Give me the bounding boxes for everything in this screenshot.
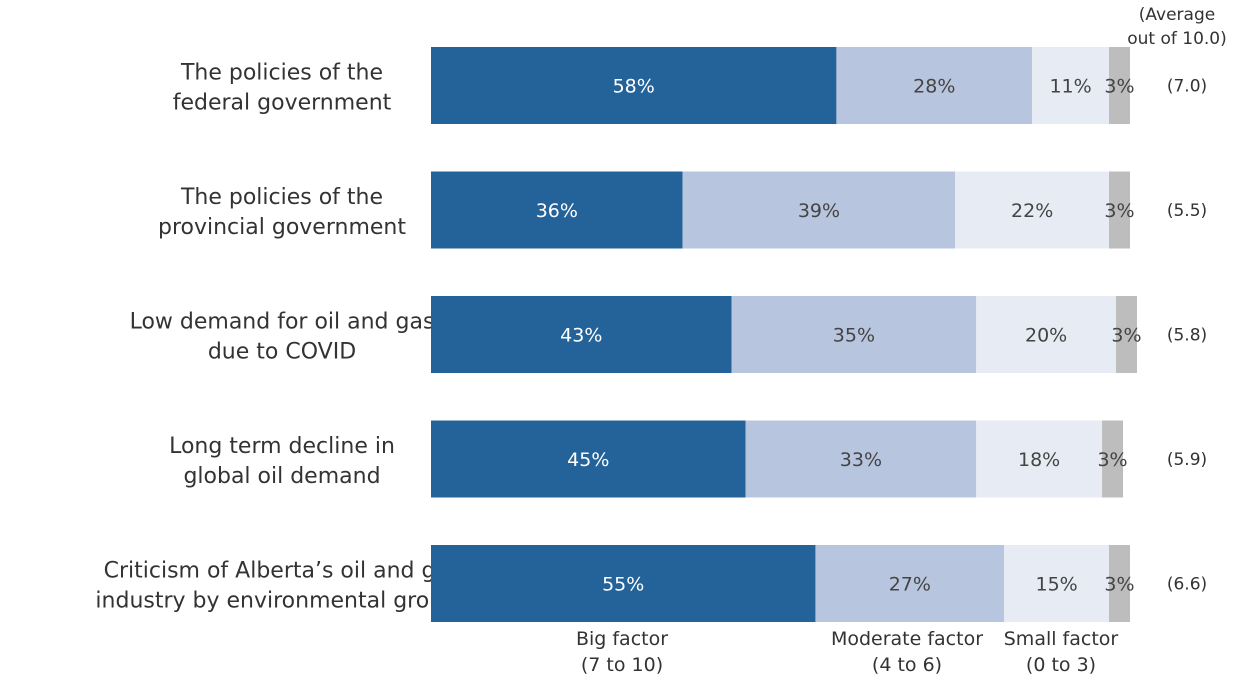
average-label: (7.0) [1167,77,1207,97]
bar-segment [976,420,1103,498]
bar-row: Long term decline in global oil demand 45%… [169,420,1207,498]
bar-segment [431,545,816,622]
legend-entry: Moderate factor (4 to 6) [831,628,983,676]
bar-row: Low demand for oil and gas due to COVID 43… [130,296,1207,373]
data-label: 39% [798,200,840,222]
average-label: (6.6) [1167,575,1207,595]
bar-segment [836,47,1033,124]
bar-segment [1109,545,1130,622]
category-label: Criticism of Alberta’s oil and gas indust… [95,559,468,614]
data-label: 3% [1104,200,1134,222]
average-header-line: (Average [1139,5,1215,25]
data-label: 36% [536,200,578,222]
data-label: 3% [1097,449,1127,471]
bar-segment [731,296,977,373]
legend-label-line: (4 to 6) [872,654,942,676]
bar-segment [1116,296,1137,373]
average-label: (5.8) [1167,326,1207,346]
category-label-line: global oil demand [183,464,380,489]
bar-segment [745,420,977,498]
category-label-line: federal government [173,91,392,116]
category-label: The policies of the federal government [173,61,392,116]
data-label: 33% [840,449,882,471]
bar-segment [1032,47,1110,124]
bar-segment [1109,171,1130,249]
data-label: 35% [833,325,875,347]
data-label: 55% [602,574,644,596]
category-label: Long term decline in global oil demand [169,434,395,489]
data-label: 22% [1011,200,1053,222]
data-label: 3% [1104,574,1134,596]
legend: Big factor (7 to 10) Moderate factor (4 to … [576,628,1118,676]
bar-row: The policies of the federal government 58%… [173,47,1207,124]
category-label-line: Low demand for oil and gas [130,310,435,335]
bar-segment [1109,47,1130,124]
legend-label-line: Small factor [1004,628,1119,650]
bar-segment [431,420,746,498]
bar-row: The policies of the provincial government… [158,171,1207,249]
data-label: 58% [613,76,655,98]
category-label-line: Criticism of Alberta’s oil and gas [104,559,461,584]
data-label: 27% [889,574,931,596]
data-label: 3% [1111,325,1141,347]
data-label: 43% [560,325,602,347]
bar-segment [1102,420,1124,498]
data-label: 45% [567,449,609,471]
average-label: (5.9) [1167,450,1207,470]
data-label: 28% [913,76,955,98]
data-label: 18% [1018,449,1060,471]
category-label-line: due to COVID [208,340,356,365]
bar-segment [955,171,1110,249]
data-label: 11% [1049,76,1091,98]
category-label-line: provincial government [158,215,406,240]
category-label-line: The policies of the [180,61,383,86]
data-label: 20% [1025,325,1067,347]
legend-label-line: Moderate factor [831,628,983,650]
bar-segment [815,545,1005,622]
chart-rows: The policies of the federal government 58%… [95,47,1207,622]
bar-segment [976,296,1117,373]
bar-segment [431,171,683,249]
bar-row: Criticism of Alberta’s oil and gas indust… [95,545,1207,622]
data-label: 15% [1035,574,1077,596]
category-label-line: The policies of the [180,185,383,210]
legend-label-line: (0 to 3) [1026,654,1096,676]
category-label-line: industry by environmental groups [95,589,468,614]
bar-segment [431,47,837,124]
legend-entry: Big factor (7 to 10) [576,628,668,676]
bar-segment [1004,545,1110,622]
bar-segment [431,296,732,373]
average-label: (5.5) [1167,201,1207,221]
category-label-line: Long term decline in [169,434,395,459]
average-header-line: out of 10.0) [1127,29,1227,49]
legend-label-line: Big factor [576,628,668,650]
data-label: 3% [1104,76,1134,98]
category-label: Low demand for oil and gas due to COVID [130,310,435,365]
average-header: (Average out of 10.0) [1127,5,1227,49]
legend-label-line: (7 to 10) [581,654,663,676]
category-label: The policies of the provincial government [158,185,406,240]
legend-entry: Small factor (0 to 3) [1004,628,1119,676]
bar-segment [682,171,956,249]
